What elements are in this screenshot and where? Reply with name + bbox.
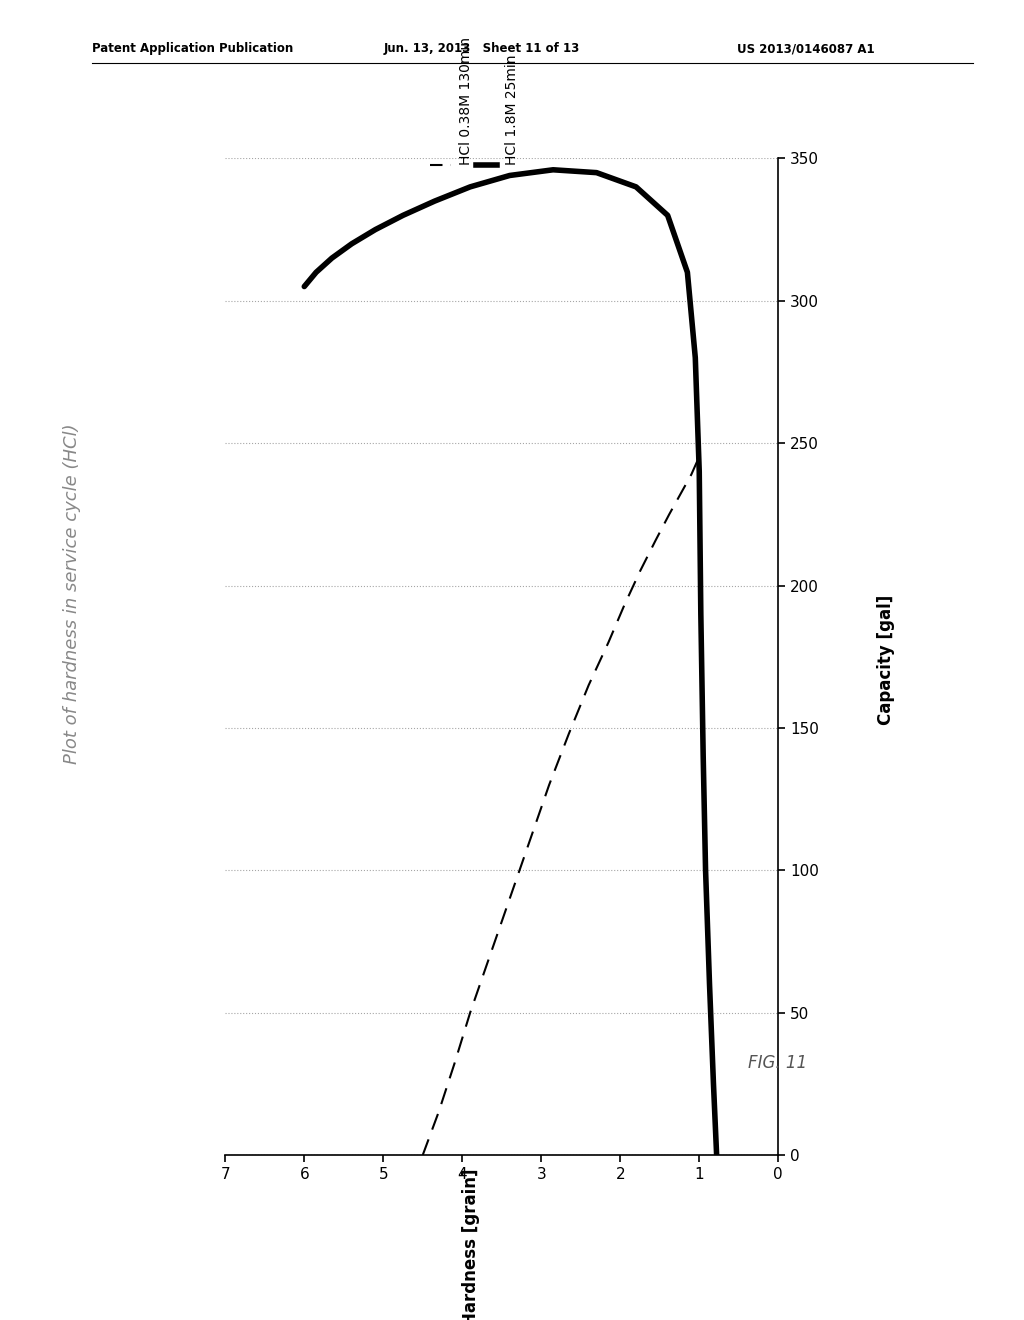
Text: US 2013/0146087 A1: US 2013/0146087 A1 <box>737 42 874 55</box>
Text: HCl 1.8M 25min: HCl 1.8M 25min <box>505 54 519 165</box>
Text: Hardness [grain]: Hardness [grain] <box>462 1168 480 1320</box>
Text: HCl 0.38M 130min: HCl 0.38M 130min <box>459 37 473 165</box>
Text: Jun. 13, 2013   Sheet 11 of 13: Jun. 13, 2013 Sheet 11 of 13 <box>384 42 581 55</box>
Text: Plot of hardness in service cycle (HCl): Plot of hardness in service cycle (HCl) <box>62 424 81 764</box>
Text: Capacity [gal]: Capacity [gal] <box>877 595 895 725</box>
Text: Patent Application Publication: Patent Application Publication <box>92 42 294 55</box>
Text: FIG. 11: FIG. 11 <box>748 1053 807 1072</box>
